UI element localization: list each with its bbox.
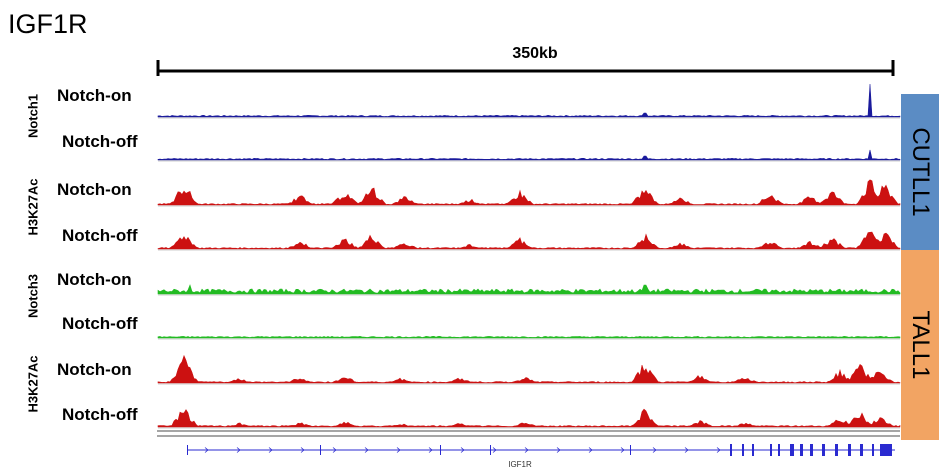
panel-label-tall1: TALL1 bbox=[907, 310, 934, 380]
exon bbox=[860, 444, 863, 456]
gene-model-label: IGF1R bbox=[508, 460, 532, 469]
exon bbox=[848, 444, 851, 456]
exon bbox=[440, 445, 441, 455]
track-label-h3k27ac-tall1-on: Notch-on bbox=[57, 360, 132, 379]
track-notch1-off bbox=[157, 149, 901, 162]
strand-arrow-icon bbox=[268, 447, 273, 453]
strand-arrow-icon bbox=[556, 447, 561, 453]
strand-arrow-icon bbox=[332, 447, 337, 453]
exon bbox=[320, 445, 321, 455]
track-notch3-off bbox=[157, 335, 901, 340]
track-layer bbox=[157, 83, 901, 429]
strand-arrow-icon bbox=[716, 447, 721, 453]
cutll1-panel bbox=[901, 94, 939, 250]
exon bbox=[835, 444, 838, 456]
strand-arrow-icon bbox=[620, 447, 625, 453]
exon bbox=[742, 444, 744, 456]
strand-arrow-icon bbox=[300, 447, 305, 453]
exon bbox=[630, 445, 631, 455]
exon bbox=[790, 444, 794, 456]
strand-arrow-icon bbox=[364, 447, 369, 453]
exon bbox=[778, 444, 780, 456]
strand-arrow-icon bbox=[588, 447, 593, 453]
track-ac-tall1-off bbox=[157, 408, 901, 429]
scale-bar-label: 350kb bbox=[512, 45, 558, 62]
track-label-h3k27ac-cutll1-on: Notch-on bbox=[57, 180, 132, 199]
exon bbox=[770, 444, 772, 456]
strand-arrow-icon bbox=[460, 447, 465, 453]
track-label-notch3-off: Notch-off bbox=[62, 314, 138, 333]
tall1-panel bbox=[901, 250, 939, 440]
exon bbox=[730, 444, 732, 456]
track-label-h3k27ac-tall1-off: Notch-off bbox=[62, 405, 138, 424]
track-label-h3k27ac-cutll1-off: Notch-off bbox=[62, 226, 138, 245]
track-ac-tall1-on bbox=[157, 354, 901, 385]
exon bbox=[880, 444, 892, 456]
exon bbox=[822, 444, 825, 456]
track-ac-cutll1-on bbox=[157, 179, 901, 207]
track-ac-cutll1-off bbox=[157, 231, 901, 251]
track-label-notch1-on: Notch-on bbox=[57, 86, 132, 105]
track-label-notch1-off: Notch-off bbox=[62, 132, 138, 151]
gene-structure bbox=[187, 444, 895, 456]
strand-arrow-icon bbox=[396, 447, 401, 453]
exon bbox=[752, 444, 754, 456]
strand-arrow-icon bbox=[684, 447, 689, 453]
track-notch3-on bbox=[157, 284, 901, 296]
scale-bar bbox=[156, 60, 895, 76]
strand-arrow-icon bbox=[204, 447, 209, 453]
gene-model bbox=[157, 430, 900, 456]
exon bbox=[187, 445, 188, 455]
strand-arrow-icon bbox=[236, 447, 241, 453]
strand-arrow-icon bbox=[428, 447, 433, 453]
panel-label-cutll1: CUTLL1 bbox=[907, 127, 934, 217]
strand-arrow-icon bbox=[492, 447, 497, 453]
strand-arrow-icon bbox=[524, 447, 529, 453]
exon bbox=[810, 444, 813, 456]
track-notch1-on bbox=[157, 83, 901, 119]
exon bbox=[872, 444, 874, 456]
exon bbox=[490, 445, 491, 455]
strand-arrow-icon bbox=[652, 447, 657, 453]
track-label-notch3-on: Notch-on bbox=[57, 270, 132, 289]
exon bbox=[800, 444, 803, 456]
gene-title: IGF1R bbox=[8, 9, 88, 39]
